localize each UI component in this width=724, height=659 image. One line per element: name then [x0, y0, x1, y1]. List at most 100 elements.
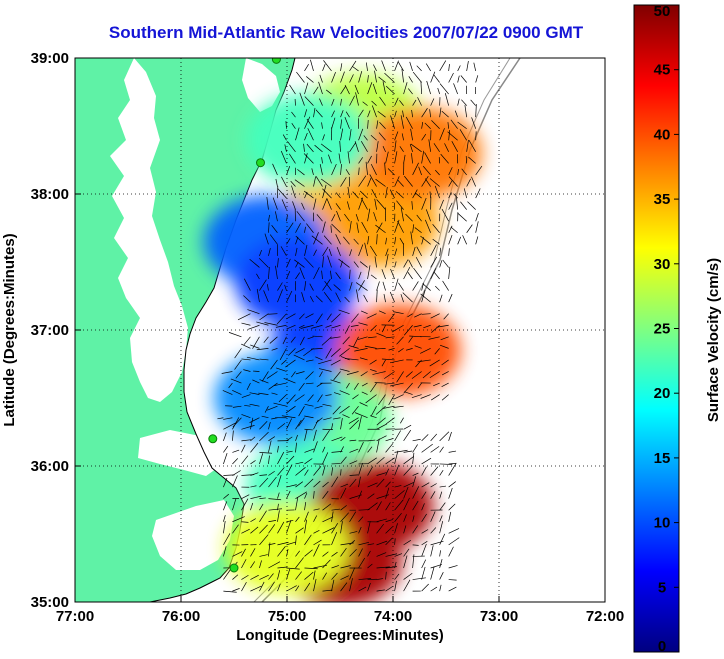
velocity-arrow — [448, 72, 454, 83]
velocity-arrow — [322, 465, 326, 476]
velocity-arrow — [304, 567, 318, 570]
velocity-arrow — [320, 178, 332, 187]
velocity-arrow — [400, 115, 404, 129]
velocity-arrow — [358, 71, 363, 83]
velocity-arrow — [295, 371, 305, 375]
velocity-arrow — [250, 574, 259, 580]
velocity-arrow — [335, 234, 341, 245]
velocity-arrow — [363, 135, 368, 141]
velocity-arrow — [349, 531, 358, 534]
velocity-arrow — [277, 423, 286, 430]
velocity-arrow — [371, 100, 377, 106]
velocity-arrow — [430, 491, 436, 499]
velocity-arrow — [314, 144, 323, 153]
velocity-arrow — [296, 71, 305, 83]
velocity-arrow — [412, 486, 420, 499]
velocity-arrow — [430, 566, 435, 580]
colorbar: 0 5 10 15 20 25 30 35 40 45 50 Surface Velocity (c… — [633, 3, 722, 655]
velocity-arrow — [439, 128, 445, 141]
velocity-arrow — [268, 455, 270, 465]
velocity-arrow — [410, 231, 413, 245]
velocity-arrow — [439, 294, 443, 303]
velocity-arrow — [285, 313, 296, 320]
velocity-arrow — [250, 502, 254, 511]
velocity-arrow — [325, 348, 332, 359]
velocity-arrow — [448, 225, 453, 233]
velocity-arrow — [421, 443, 433, 453]
velocity-arrow — [361, 221, 368, 233]
velocity-arrow — [344, 296, 350, 303]
velocity-arrow — [304, 226, 306, 233]
velocity-arrow — [223, 533, 231, 546]
velocity-arrow — [448, 431, 452, 441]
velocity-arrow — [340, 487, 347, 499]
velocity-arrow — [349, 142, 356, 153]
velocity-arrow — [278, 394, 287, 403]
velocity-arrow — [385, 443, 394, 453]
velocity-arrow — [271, 348, 278, 351]
velocity-arrow — [385, 248, 389, 256]
velocity-arrow — [367, 446, 373, 453]
velocity-arrow — [232, 516, 245, 523]
velocity-arrow — [384, 162, 386, 175]
velocity-arrow — [358, 109, 364, 118]
velocity-arrow — [358, 578, 372, 580]
velocity-arrow — [358, 526, 362, 534]
velocity-arrow — [272, 163, 278, 176]
velocity-arrow — [234, 348, 242, 359]
velocity-arrow — [331, 164, 337, 176]
velocity-arrow — [299, 92, 305, 106]
velocity-arrow — [344, 358, 359, 361]
velocity-arrow — [303, 348, 314, 357]
velocity-arrow — [376, 518, 387, 523]
velocity-arrow — [436, 324, 449, 328]
velocity-arrow — [338, 309, 350, 315]
velocity-arrow — [276, 367, 287, 372]
velocity-arrow — [426, 80, 431, 95]
velocity-arrow — [331, 572, 338, 580]
velocity-arrow — [241, 548, 246, 557]
velocity-arrow — [303, 153, 314, 164]
velocity-arrow — [410, 128, 413, 141]
colorbar-tick-label: 10 — [654, 515, 671, 532]
velocity-arrow — [441, 371, 449, 376]
velocity-arrow — [347, 186, 350, 199]
velocity-region — [336, 304, 461, 397]
velocity-arrow — [462, 235, 467, 245]
velocity-arrow — [235, 371, 242, 379]
velocity-arrow — [223, 477, 228, 488]
colorbar-tick-label: 20 — [654, 385, 671, 402]
velocity-arrow — [277, 467, 285, 476]
velocity-arrow — [361, 391, 368, 395]
velocity-arrow — [394, 449, 408, 453]
velocity-arrow — [394, 464, 400, 476]
velocity-arrow — [367, 550, 371, 557]
velocity-arrow — [387, 168, 395, 176]
velocity-arrow — [342, 414, 350, 419]
velocity-arrow — [268, 440, 272, 453]
velocity-arrow — [403, 482, 414, 488]
velocity-arrow — [397, 180, 404, 187]
velocity-arrow — [365, 161, 368, 175]
x-axis-label: Longitude (Degrees:Minutes) — [236, 627, 444, 644]
velocity-arrow — [381, 358, 395, 361]
velocity-arrow — [391, 324, 404, 333]
velocity-arrow — [241, 358, 251, 361]
velocity-arrow — [318, 368, 332, 372]
velocity-arrow — [384, 382, 395, 385]
velocity-arrow — [441, 208, 449, 222]
velocity-arrow — [277, 583, 281, 592]
velocity-arrow — [373, 64, 377, 72]
velocity-arrow — [367, 521, 371, 534]
velocity-arrow — [295, 461, 304, 465]
velocity-arrow — [466, 60, 469, 71]
velocity-arrow — [267, 284, 269, 291]
velocity-arrow — [331, 423, 334, 430]
velocity-arrow — [340, 505, 347, 511]
velocity-arrow — [344, 84, 350, 95]
velocity-arrow — [331, 476, 339, 488]
velocity-arrow — [344, 213, 350, 222]
velocity-arrow — [281, 415, 296, 419]
velocity-arrow — [315, 109, 323, 118]
velocity-arrow — [372, 371, 386, 375]
